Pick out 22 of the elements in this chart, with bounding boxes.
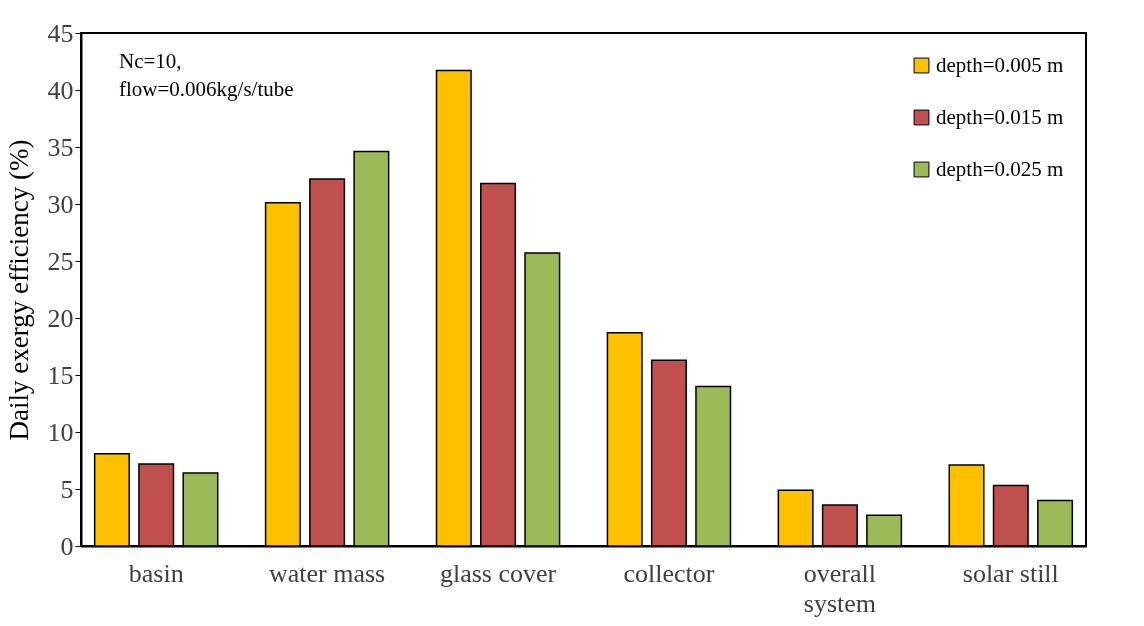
y-tick-label: 35 — [47, 132, 74, 162]
x-tick-label: water mass — [269, 558, 386, 588]
legend-label: depth=0.025 m — [936, 156, 1064, 181]
legend-label: depth=0.015 m — [936, 104, 1064, 129]
y-tick-label: 15 — [47, 360, 74, 390]
y-tick-label: 5 — [60, 474, 74, 504]
x-tick-label: solar still — [962, 558, 1059, 588]
legend-label: depth=0.005 m — [936, 52, 1064, 77]
y-tick-label: 40 — [47, 75, 74, 105]
x-tick-label: overall system — [803, 558, 876, 618]
y-tick-label: 10 — [47, 417, 74, 447]
y-tick-label: 45 — [47, 18, 74, 48]
x-tick-label: collector — [623, 558, 715, 588]
y-tick-label: 25 — [47, 246, 74, 276]
annotation: flow=0.006kg/s/tube — [119, 77, 294, 101]
y-tick-label: 0 — [60, 531, 74, 561]
y-tick-label: 20 — [47, 303, 74, 333]
y-axis-title: Daily exergy efficiency (%) — [3, 139, 34, 441]
annotation: Nc=10, — [119, 49, 182, 73]
y-tick-label: 30 — [47, 189, 74, 219]
x-tick-label: basin — [128, 558, 184, 588]
x-tick-label: glass cover — [439, 558, 557, 588]
